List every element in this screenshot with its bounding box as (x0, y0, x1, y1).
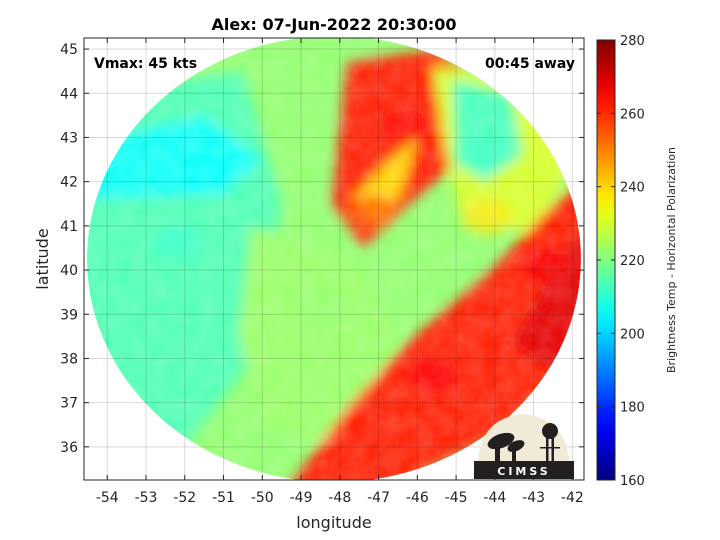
y-axis-label: latitude (33, 228, 52, 289)
y-tick-label: 40 (60, 263, 78, 279)
y-tick-label: 36 (60, 440, 78, 456)
colorbar-tick-label: 180 (620, 401, 645, 416)
swath-image (87, 38, 581, 480)
x-tick-label: -49 (290, 490, 313, 506)
x-tick-label: -43 (522, 490, 545, 506)
axes-frame (83, 37, 585, 481)
x-tick-label: -44 (483, 490, 506, 506)
x-tick-label: -47 (367, 490, 390, 506)
swath-texture (87, 38, 581, 480)
logo-dish-1 (487, 432, 515, 450)
grid (84, 38, 584, 480)
cimss-logo: CIMSS (474, 414, 574, 479)
colorbar-tick-label: 200 (620, 327, 645, 342)
y-tick-label: 41 (60, 219, 78, 235)
x-tick-label: -46 (406, 490, 429, 506)
chart-title: Alex: 07-Jun-2022 20:30:00 (212, 15, 457, 34)
colorbar-tick-label: 280 (620, 34, 645, 49)
x-axis-ticks: -54 -53 -52 -51 -50 -49 -48 -47 -46 -45 -44 -43 -42 (96, 38, 584, 506)
colorbar-ticks: 160 180 200 220 240 260 280 (597, 34, 645, 489)
colorbar-tick-label: 220 (620, 254, 645, 269)
time-away-annotation: 00:45 away (485, 56, 575, 72)
logo-text: CIMSS (497, 465, 550, 478)
logo-dish-2 (507, 440, 525, 452)
y-tick-label: 38 (60, 351, 78, 367)
x-tick-label: -42 (561, 490, 584, 506)
x-axis-label: longitude (296, 513, 371, 532)
colorbar-tick-label: 260 (620, 107, 645, 122)
x-tick-label: -54 (96, 490, 119, 506)
colorbar-label: Brightness Temp - Horizontal Polarizatio… (665, 147, 678, 373)
y-tick-label: 43 (60, 130, 78, 146)
swath-layer (87, 38, 581, 480)
x-tick-label: -45 (445, 490, 468, 506)
x-tick-label: -48 (328, 490, 351, 506)
vmax-annotation: Vmax: 45 kts (94, 56, 197, 72)
y-tick-label: 44 (60, 86, 78, 102)
logo-tower-tank (542, 423, 558, 439)
logo-base (474, 461, 574, 479)
y-axis-ticks: 36 37 38 39 40 41 42 43 44 45 (60, 42, 584, 456)
y-tick-label: 39 (60, 307, 78, 323)
colorbar-tick-label: 240 (620, 181, 645, 196)
y-tick-label: 42 (60, 175, 78, 191)
x-tick-label: -51 (212, 490, 235, 506)
x-tick-label: -53 (135, 490, 158, 506)
x-tick-label: -52 (173, 490, 196, 506)
y-tick-label: 45 (60, 42, 78, 58)
y-tick-label: 37 (60, 396, 78, 412)
colorbar-tick-label: 160 (620, 474, 645, 489)
x-tick-label: -50 (251, 490, 274, 506)
